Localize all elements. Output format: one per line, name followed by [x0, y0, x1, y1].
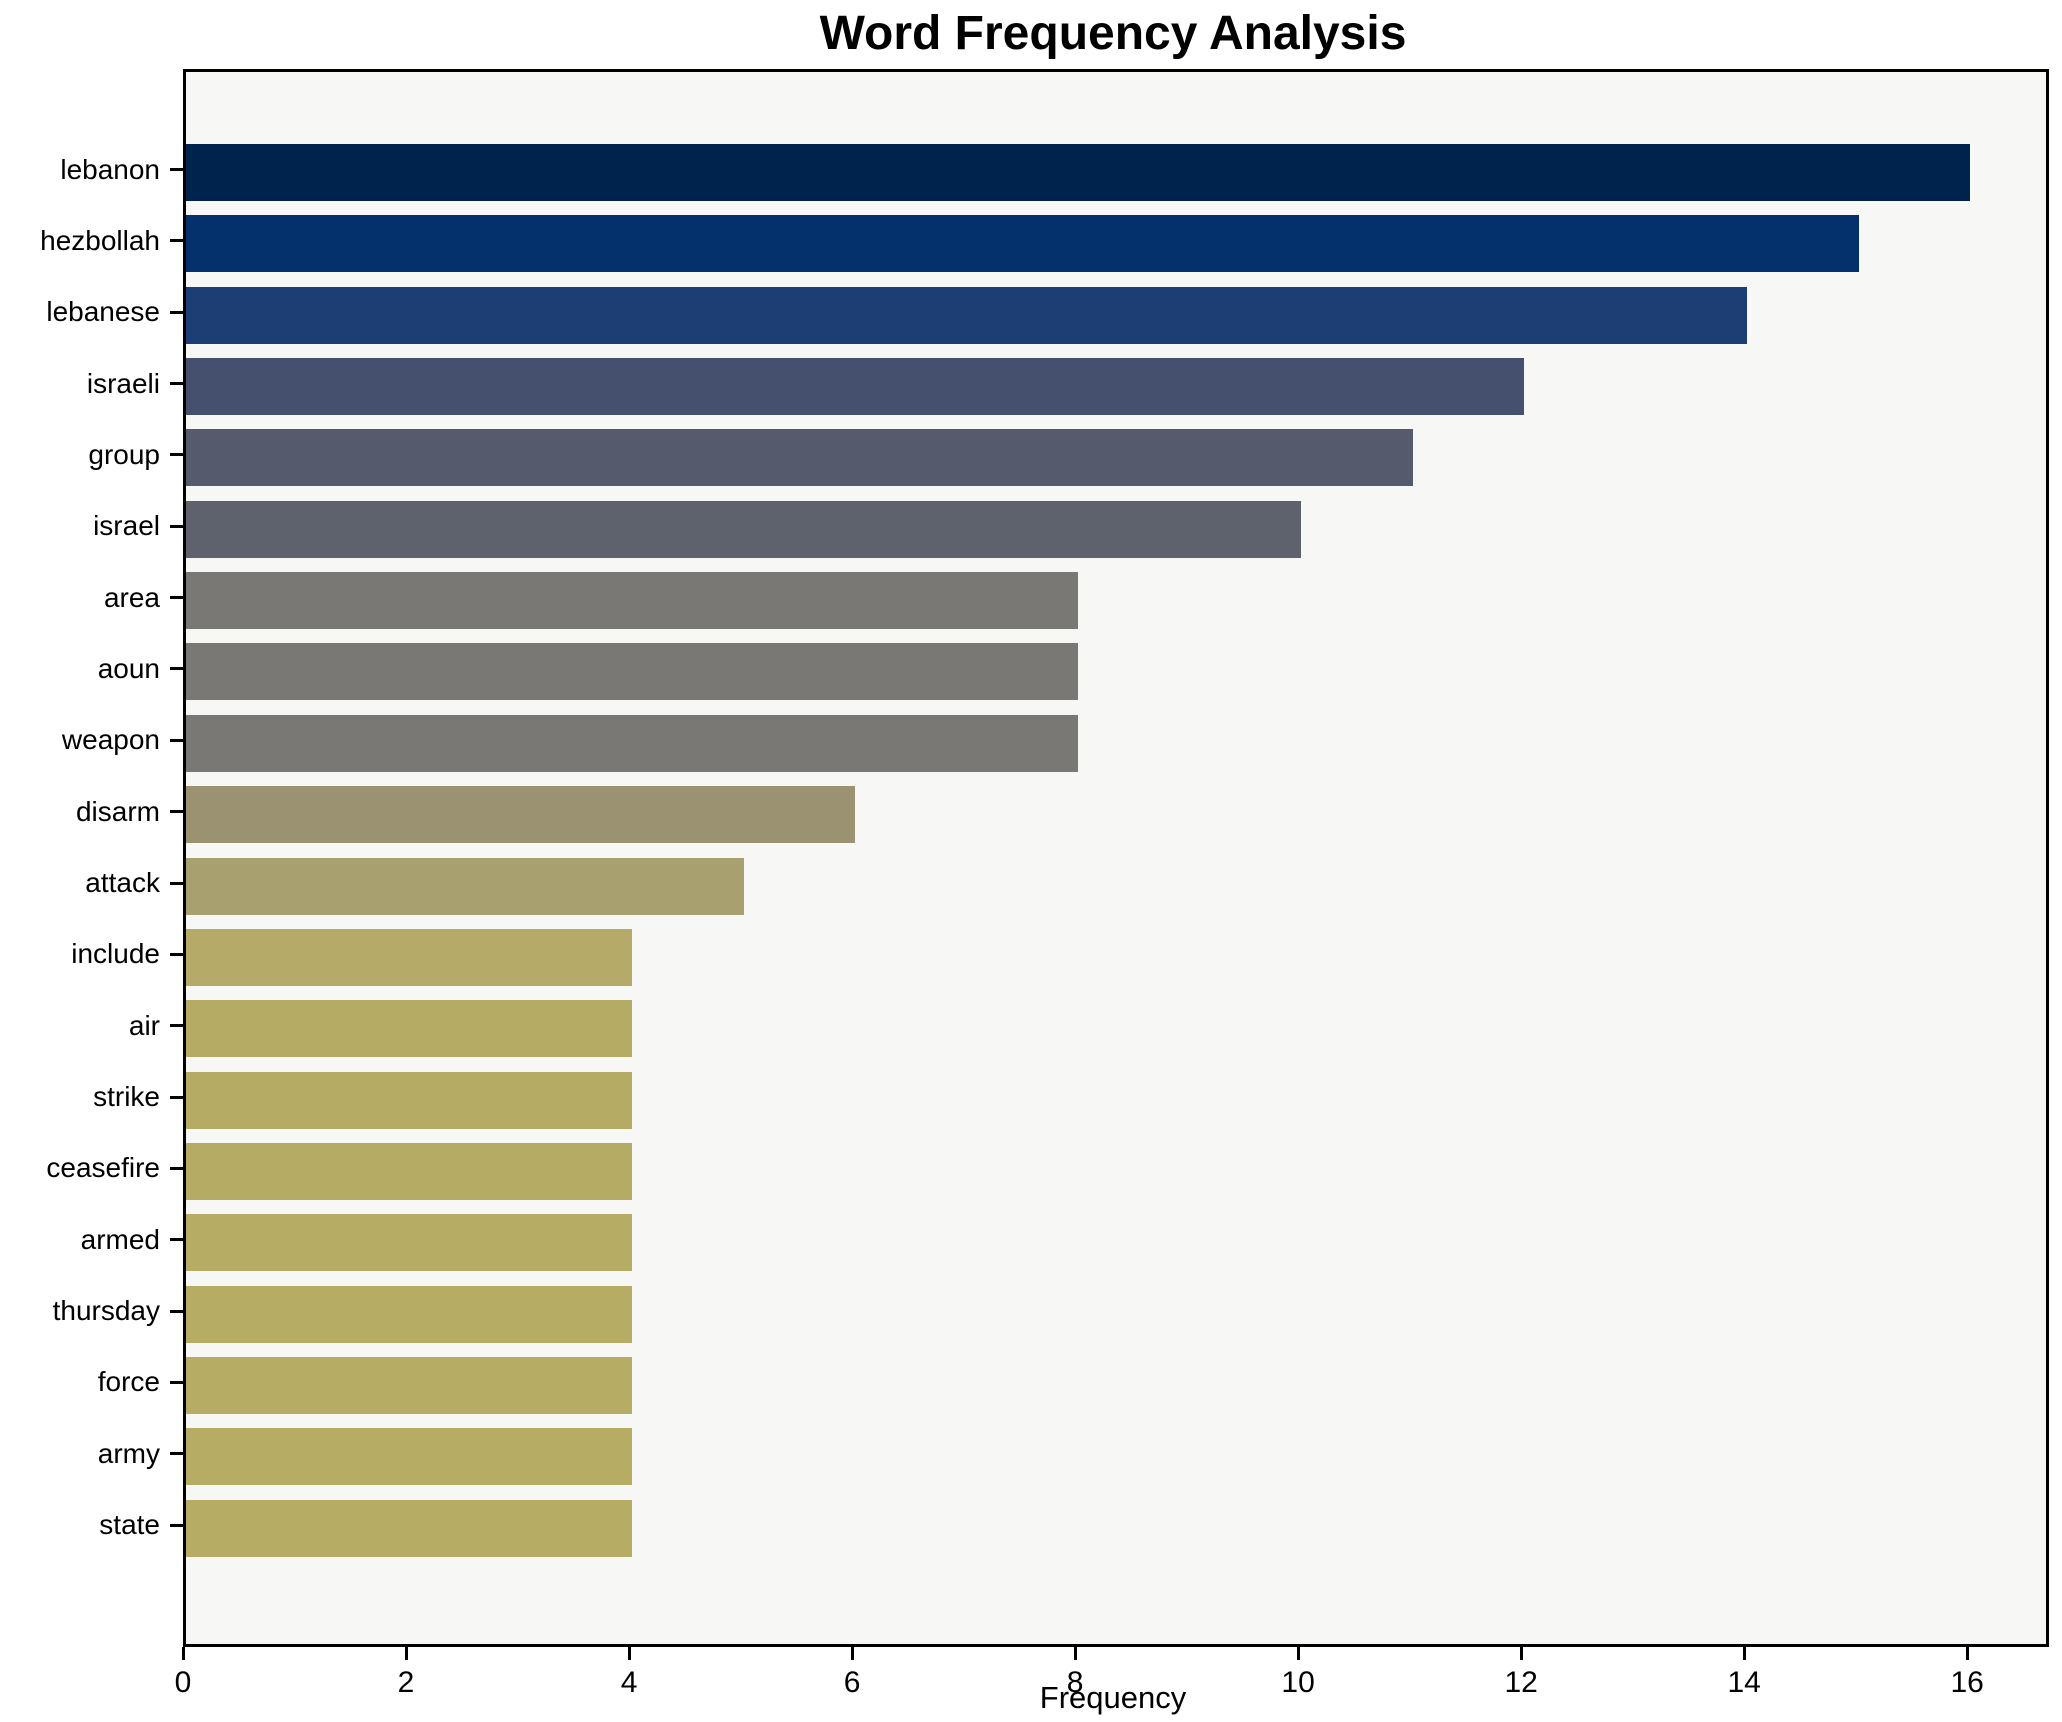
y-tick-label-thursday: thursday [52, 1295, 160, 1327]
y-tick-label-group: group [88, 438, 160, 470]
y-tick-mark [170, 1452, 183, 1456]
x-tick-label-10: 10 [1281, 1666, 1315, 1699]
bar-attack [186, 857, 744, 915]
x-tick-mark [627, 1647, 631, 1660]
y-tick-mark [170, 596, 183, 600]
x-tick-label-14: 14 [1727, 1666, 1761, 1699]
bar-army [186, 1428, 633, 1486]
y-tick-mark [170, 1095, 183, 1099]
y-tick-mark [170, 524, 183, 528]
bar-aoun [186, 643, 1079, 701]
bar-hezbollah [186, 215, 1859, 273]
bar-israeli [186, 358, 1525, 416]
y-tick-label-area: area [103, 581, 160, 613]
y-tick-label-disarm: disarm [75, 795, 160, 827]
y-tick-label-lebanon: lebanon [60, 153, 160, 185]
x-tick-label-2: 2 [397, 1666, 415, 1699]
y-tick-mark [170, 952, 183, 956]
bar-force [186, 1356, 633, 1414]
bar-armed [186, 1214, 633, 1272]
x-tick-mark [181, 1647, 185, 1660]
x-tick-label-8: 8 [1066, 1666, 1084, 1699]
x-tick-label-12: 12 [1504, 1666, 1538, 1699]
x-tick-mark [1965, 1647, 1969, 1660]
y-tick-label-weapon: weapon [61, 724, 160, 756]
x-tick-mark [1073, 1647, 1077, 1660]
bar-area [186, 572, 1079, 630]
y-tick-label-hezbollah: hezbollah [40, 224, 160, 256]
y-tick-mark [170, 667, 183, 671]
y-tick-label-israel: israel [93, 510, 160, 542]
y-tick-mark [170, 738, 183, 742]
bar-ceasefire [186, 1142, 633, 1200]
x-tick-label-6: 6 [843, 1666, 861, 1699]
y-tick-mark [170, 810, 183, 814]
y-tick-label-force: force [97, 1366, 160, 1398]
bar-israel [186, 500, 1302, 558]
y-tick-label-air: air [128, 1009, 160, 1041]
y-tick-mark [170, 168, 183, 171]
y-tick-mark [170, 1166, 183, 1170]
y-tick-label-state: state [99, 1509, 160, 1541]
x-tick-label-4: 4 [620, 1666, 638, 1699]
y-tick-label-include: include [71, 938, 160, 970]
x-axis-title: Frequency [1039, 1680, 1187, 1715]
y-tick-label-army: army [97, 1437, 160, 1469]
x-tick-mark [1296, 1647, 1300, 1660]
bar-lebanon [186, 144, 1971, 201]
x-tick-mark [1519, 1647, 1523, 1660]
y-tick-label-strike: strike [93, 1081, 160, 1113]
x-tick-label-0: 0 [174, 1666, 192, 1699]
y-tick-label-israeli: israeli [86, 367, 160, 399]
bar-strike [186, 1071, 633, 1129]
x-tick-label-16: 16 [1950, 1666, 1984, 1699]
x-tick-mark [1742, 1647, 1746, 1660]
bar-state [186, 1499, 633, 1557]
x-tick-mark [404, 1647, 408, 1660]
y-tick-mark [170, 239, 183, 243]
y-tick-label-armed: armed [80, 1223, 160, 1255]
bar-include [186, 928, 633, 986]
y-tick-label-aoun: aoun [97, 652, 160, 684]
bar-group [186, 429, 1413, 487]
y-tick-mark [170, 310, 183, 314]
y-tick-label-lebanese: lebanese [46, 296, 160, 328]
y-tick-mark [170, 881, 183, 885]
y-tick-label-attack: attack [85, 867, 160, 898]
chart-title: Word Frequency Analysis [819, 7, 1407, 60]
y-tick-label-ceasefire: ceasefire [46, 1152, 160, 1184]
y-tick-mark [170, 1523, 183, 1527]
plot-area [183, 69, 2049, 1647]
y-tick-mark [170, 1024, 183, 1028]
y-tick-mark [170, 1380, 183, 1384]
x-tick-mark [850, 1647, 854, 1660]
bar-air [186, 1000, 633, 1058]
bar-disarm [186, 786, 856, 844]
bar-thursday [186, 1285, 633, 1343]
y-tick-mark [170, 453, 183, 457]
y-tick-mark [170, 382, 183, 386]
bar-lebanese [186, 286, 1748, 344]
y-tick-mark [170, 1309, 183, 1313]
bar-weapon [186, 714, 1079, 772]
y-tick-mark [170, 1238, 183, 1242]
